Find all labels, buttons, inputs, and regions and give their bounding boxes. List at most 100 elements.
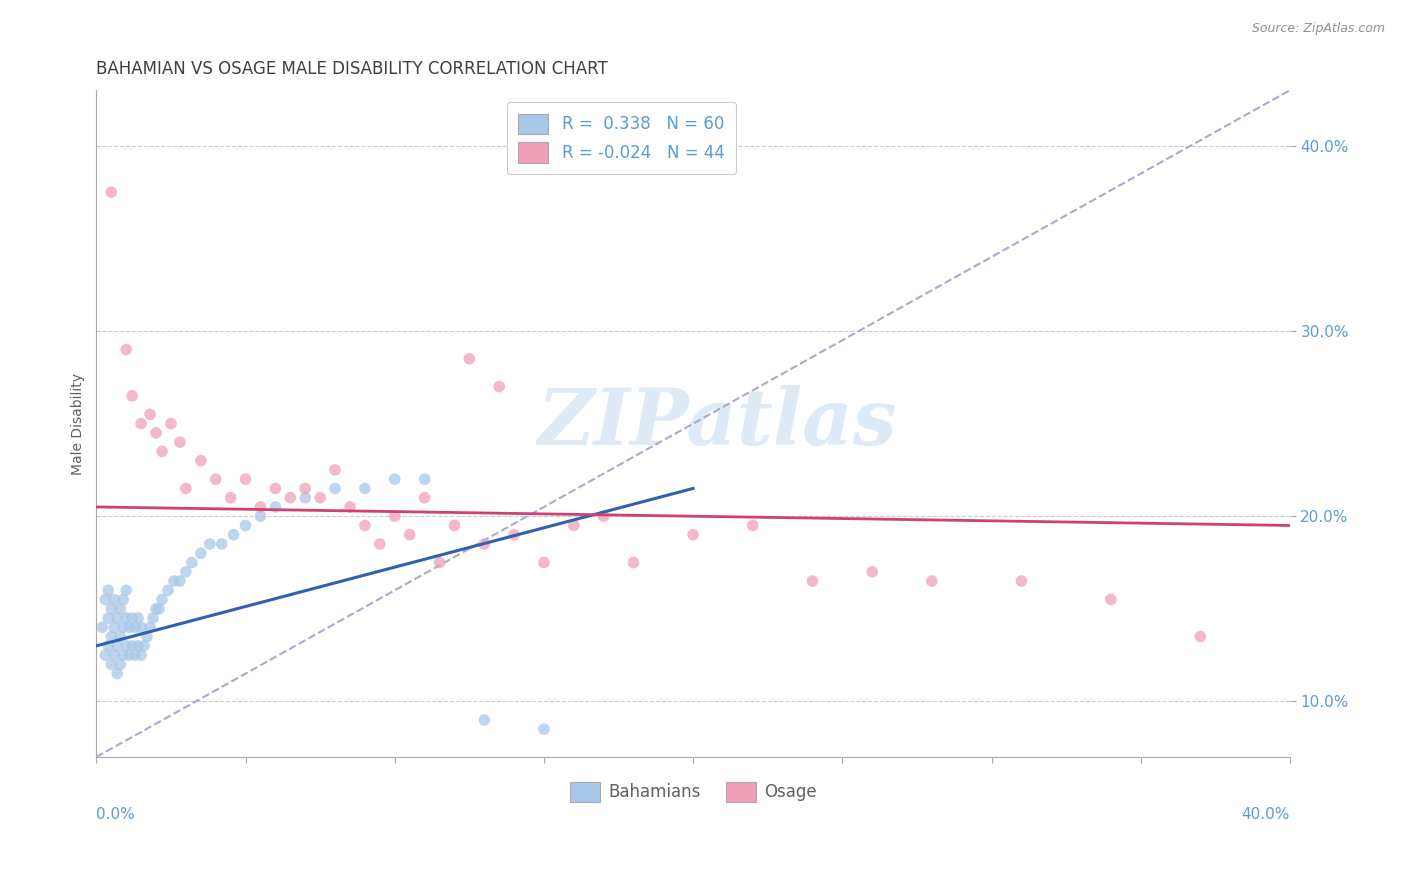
Point	[118, 648, 141, 662]
Text: 40.0%: 40.0%	[1241, 807, 1289, 822]
Point	[174, 482, 197, 496]
Point	[458, 351, 481, 366]
Point	[472, 713, 495, 727]
Text: 0.0%: 0.0%	[97, 807, 135, 822]
Y-axis label: Male Disability: Male Disability	[72, 373, 86, 475]
Point	[169, 435, 191, 450]
Point	[801, 574, 824, 588]
Point	[174, 565, 197, 579]
Point	[413, 491, 436, 505]
Point	[105, 639, 128, 653]
Point	[97, 611, 120, 625]
Point	[204, 472, 226, 486]
Point	[264, 500, 287, 514]
Point	[100, 657, 122, 672]
Point	[110, 630, 132, 644]
Point	[129, 620, 152, 634]
Point	[115, 343, 138, 357]
Point	[278, 491, 301, 505]
Text: Source: ZipAtlas.com: Source: ZipAtlas.com	[1251, 22, 1385, 36]
Point	[121, 389, 143, 403]
Point	[384, 509, 406, 524]
Point	[91, 620, 114, 634]
Point	[354, 482, 377, 496]
Point	[235, 518, 257, 533]
Point	[103, 592, 125, 607]
Point	[145, 425, 167, 440]
Point	[105, 611, 128, 625]
Point	[1189, 630, 1212, 644]
Point	[121, 611, 143, 625]
Point	[124, 620, 146, 634]
Point	[169, 574, 191, 588]
Point	[94, 592, 117, 607]
Point	[110, 657, 132, 672]
Point	[413, 472, 436, 486]
Point	[860, 565, 883, 579]
Point	[115, 611, 138, 625]
Point	[198, 537, 221, 551]
Point	[150, 592, 173, 607]
Point	[129, 417, 152, 431]
Point	[294, 491, 316, 505]
Point	[118, 620, 141, 634]
Point	[264, 482, 287, 496]
Point	[112, 648, 135, 662]
Point	[132, 639, 155, 653]
Point	[160, 417, 183, 431]
Point	[488, 379, 510, 393]
Point	[156, 583, 179, 598]
Point	[623, 556, 645, 570]
Point	[148, 602, 170, 616]
Point	[127, 639, 149, 653]
Point	[249, 500, 271, 514]
Point	[323, 463, 346, 477]
Point	[592, 509, 614, 524]
Point	[368, 537, 391, 551]
Point	[533, 556, 555, 570]
Point	[562, 518, 585, 533]
Point	[103, 648, 125, 662]
Point	[110, 602, 132, 616]
Point	[222, 527, 245, 541]
Point	[323, 482, 346, 496]
Point	[103, 620, 125, 634]
Point	[124, 648, 146, 662]
Point	[150, 444, 173, 458]
Point	[100, 630, 122, 644]
Point	[219, 491, 242, 505]
Point	[145, 602, 167, 616]
Point	[136, 630, 159, 644]
Point	[121, 639, 143, 653]
Point	[235, 472, 257, 486]
Point	[211, 537, 233, 551]
Point	[129, 648, 152, 662]
Point	[533, 722, 555, 736]
Point	[429, 556, 451, 570]
Point	[921, 574, 943, 588]
Point	[354, 518, 377, 533]
Point	[163, 574, 186, 588]
Point	[97, 583, 120, 598]
Point	[503, 527, 526, 541]
Point	[472, 537, 495, 551]
Point	[682, 527, 704, 541]
Point	[398, 527, 420, 541]
Point	[139, 408, 162, 422]
Point	[115, 639, 138, 653]
Point	[190, 453, 212, 467]
Point	[249, 509, 271, 524]
Text: ZIPatlas: ZIPatlas	[537, 385, 897, 462]
Point	[294, 482, 316, 496]
Point	[384, 472, 406, 486]
Point	[139, 620, 162, 634]
Text: BAHAMIAN VS OSAGE MALE DISABILITY CORRELATION CHART: BAHAMIAN VS OSAGE MALE DISABILITY CORREL…	[97, 60, 609, 78]
Point	[741, 518, 763, 533]
Point	[1010, 574, 1032, 588]
Point	[94, 648, 117, 662]
Point	[339, 500, 361, 514]
Point	[100, 602, 122, 616]
Point	[100, 185, 122, 199]
Point	[112, 592, 135, 607]
Point	[443, 518, 465, 533]
